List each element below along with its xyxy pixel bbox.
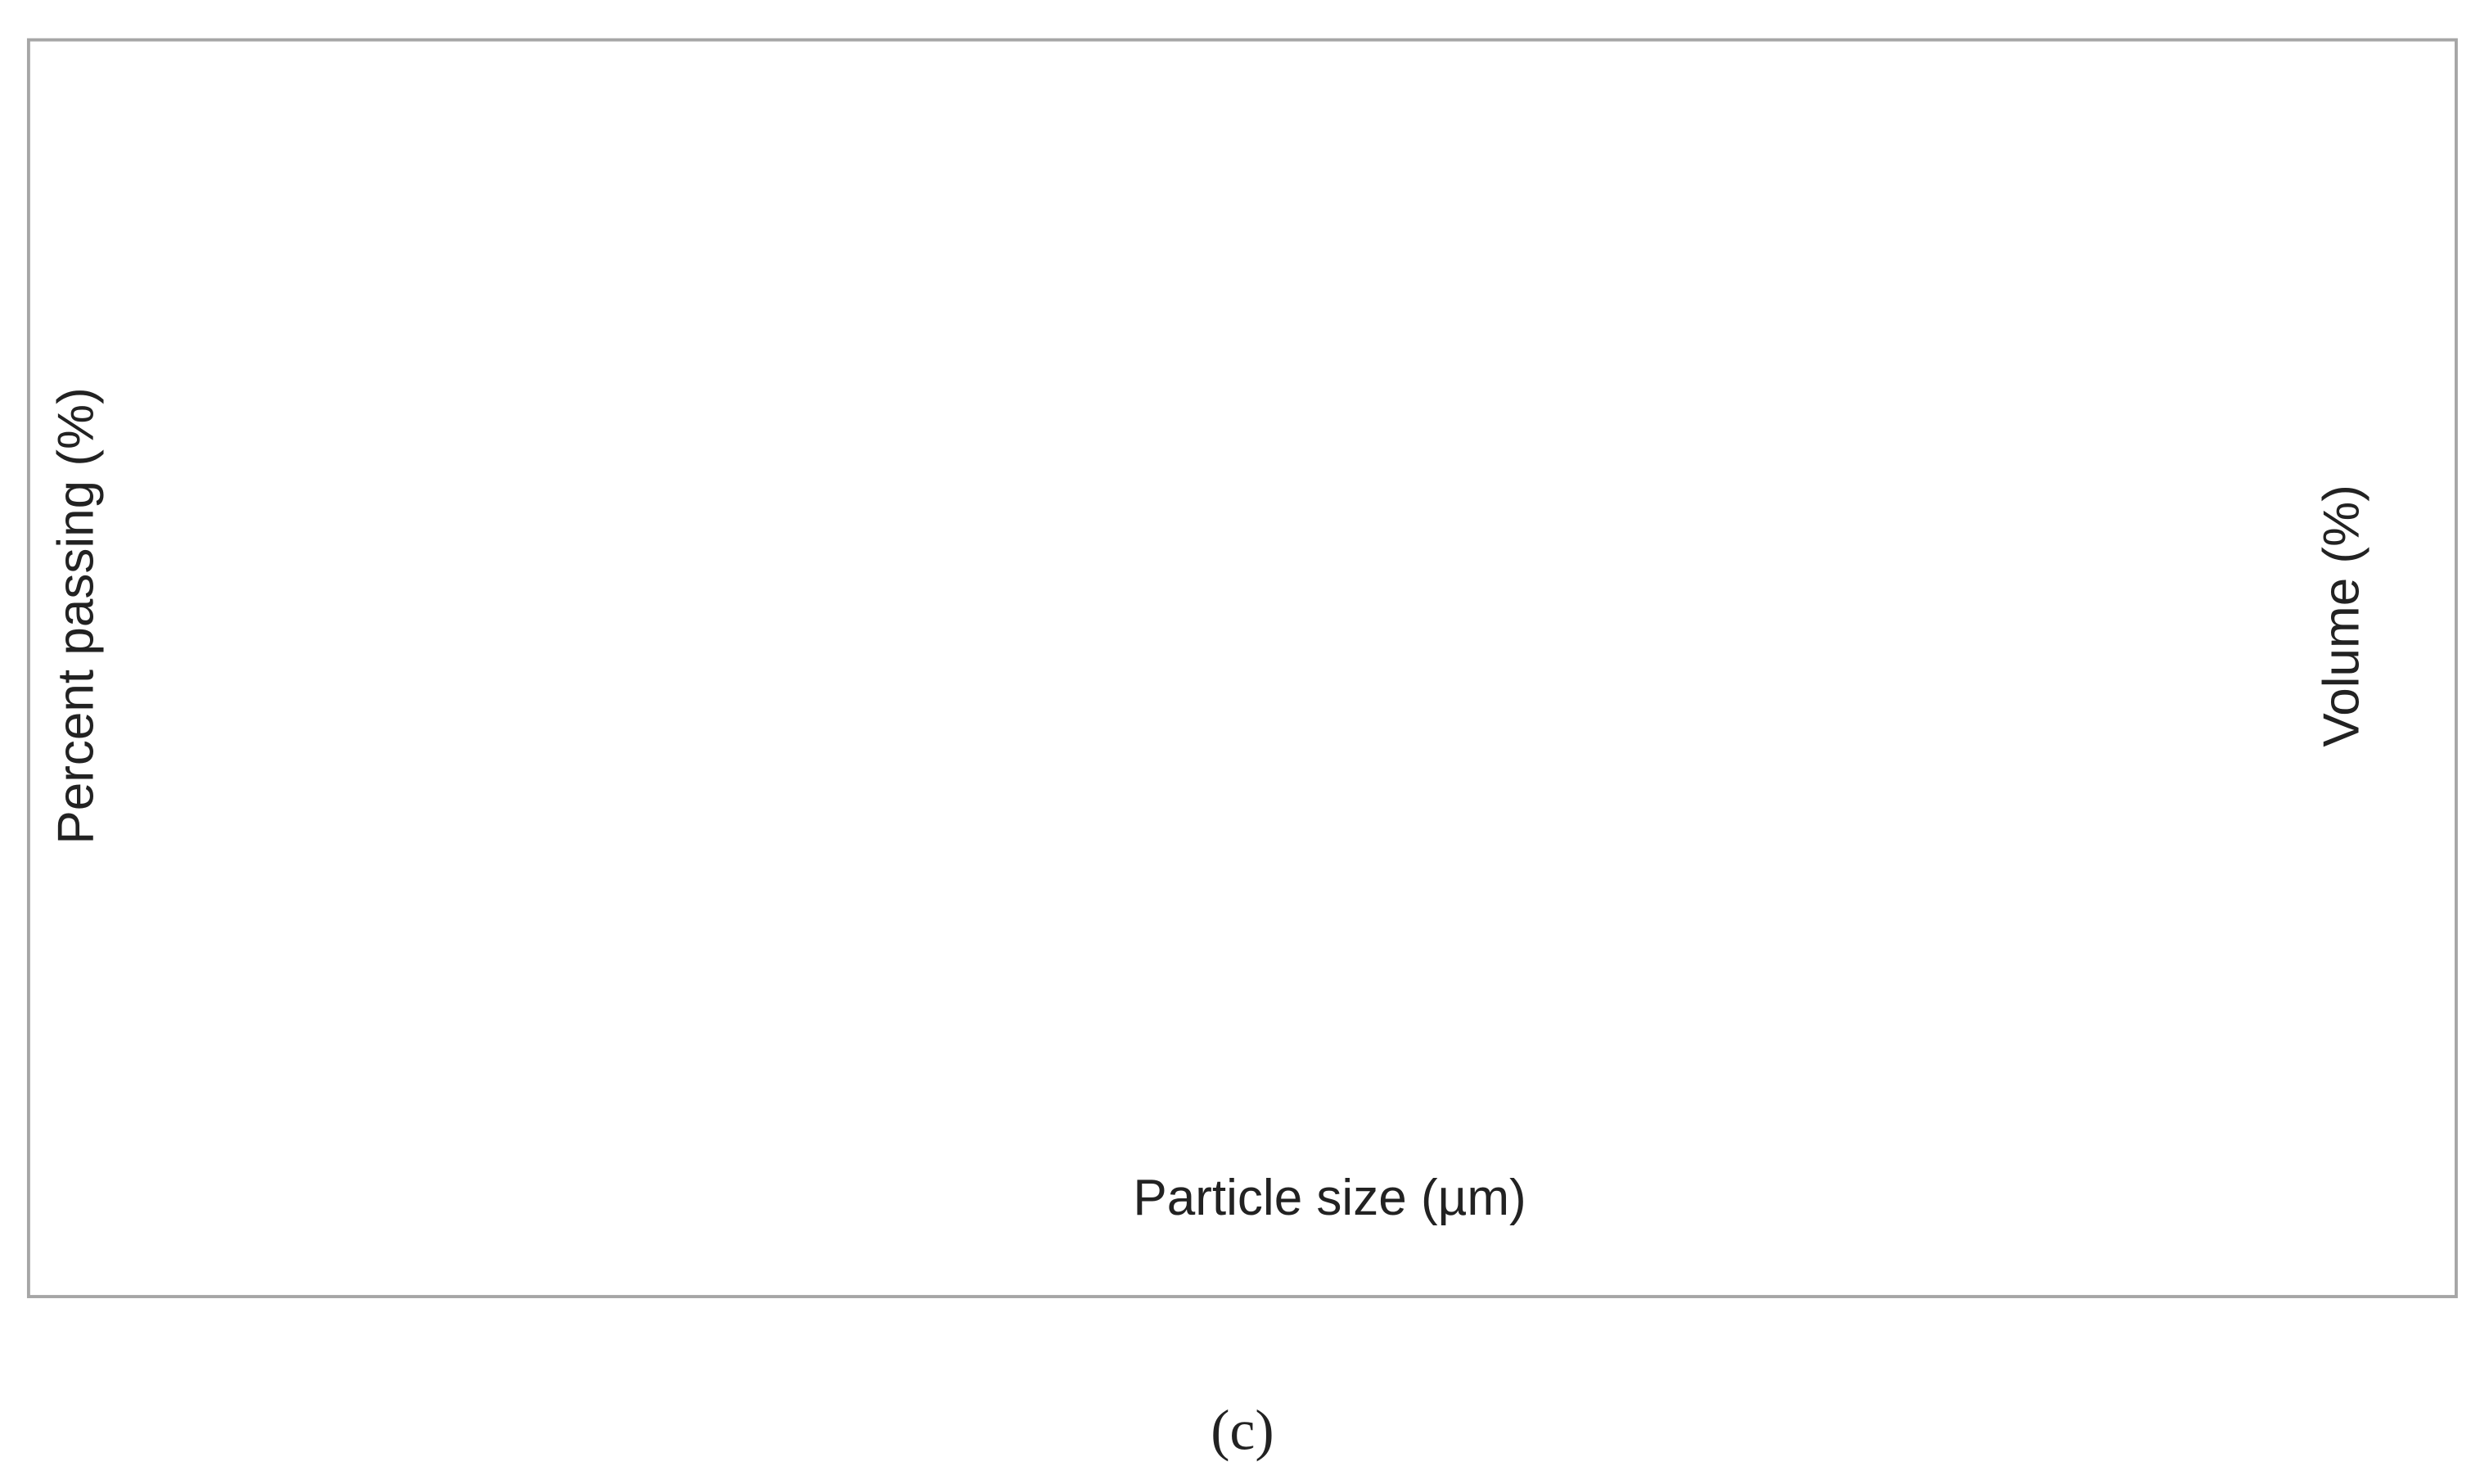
- x-axis-title: Particle size (µm): [1133, 1170, 1526, 1226]
- caption: (c): [1211, 1400, 1274, 1463]
- y2-axis-title: Volume (%): [2314, 485, 2370, 747]
- chart-frame: [26, 38, 2458, 1298]
- y-axis-title: Percent passing (%): [47, 387, 104, 844]
